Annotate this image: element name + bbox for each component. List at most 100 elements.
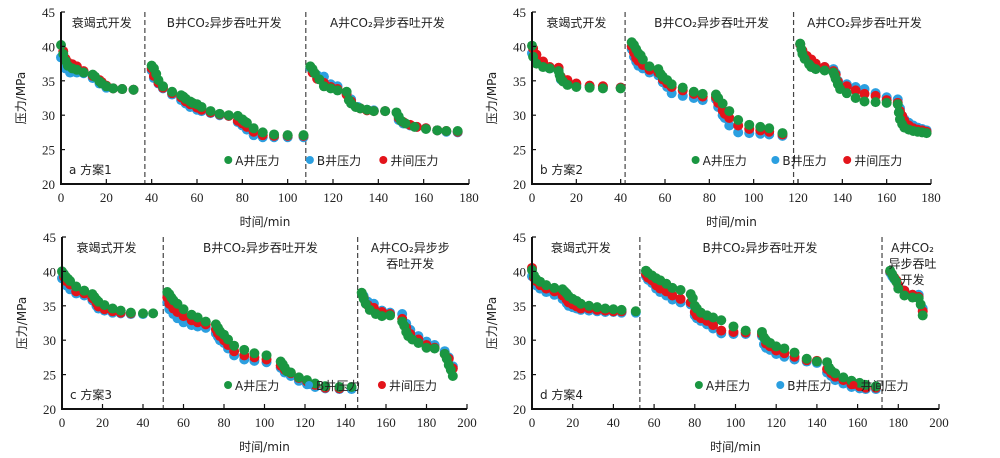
x-tick-label: 180	[459, 190, 479, 205]
x-tick-label: 0	[58, 190, 65, 205]
legend-marker-A	[694, 381, 703, 389]
data-point	[178, 304, 189, 315]
data-point	[79, 285, 90, 296]
legend-label: B井压力	[316, 379, 360, 393]
legend-marker-B	[776, 381, 785, 389]
data-point	[860, 379, 871, 390]
legend-label: 井间压力	[389, 379, 437, 393]
legend-marker-A	[691, 156, 700, 164]
legend-marker-B	[771, 156, 780, 164]
phase-label: B井CO₂异步吞吐开发	[167, 15, 282, 30]
data-point	[452, 126, 463, 137]
y-tick-label: 40	[42, 39, 55, 54]
series-B	[57, 273, 458, 395]
x-tick-label: 40	[145, 190, 158, 205]
data-point	[899, 290, 910, 301]
legend-label: A井压力	[235, 154, 279, 168]
y-tick-label: 45	[513, 230, 526, 245]
x-tick-label: 20	[100, 190, 113, 205]
legend-label: 井间压力	[390, 154, 438, 168]
data-point	[859, 88, 870, 99]
series-M	[59, 271, 458, 394]
phase-label: B井CO₂异步吞吐开发	[654, 15, 769, 30]
y-tick-label: 20	[513, 402, 526, 417]
phase-label: 衰竭式开发	[72, 15, 132, 30]
x-tick-label: 200	[929, 415, 949, 430]
data-point	[239, 344, 250, 355]
data-point	[257, 127, 268, 138]
data-point	[687, 293, 698, 304]
y-axis-title: 压力/MPa	[14, 72, 28, 124]
series-B	[527, 267, 928, 395]
data-point	[592, 302, 603, 313]
x-tick-label: 40	[614, 190, 627, 205]
data-point	[789, 347, 800, 358]
data-point	[285, 367, 296, 378]
data-point	[282, 130, 293, 141]
x-tick-label: 140	[336, 415, 356, 430]
phase-label: A井CO₂异步步	[371, 241, 450, 255]
data-point	[850, 93, 861, 103]
data-point	[346, 381, 357, 392]
data-point	[779, 343, 790, 354]
data-point	[744, 119, 755, 130]
data-point	[107, 303, 118, 314]
data-point	[413, 337, 424, 348]
y-tick-label: 30	[42, 108, 55, 123]
data-point	[441, 126, 452, 137]
legend-marker-A	[224, 381, 233, 389]
data-point	[830, 368, 841, 379]
data-point	[298, 130, 309, 141]
x-tick-label: 80	[218, 415, 231, 430]
data-point	[717, 98, 728, 109]
data-point	[870, 97, 881, 108]
data-point	[409, 121, 420, 132]
x-tick-label: 20	[96, 415, 109, 430]
panel-label: a 方案1	[69, 162, 112, 177]
data-point	[771, 341, 782, 352]
legend-label: A井压力	[235, 379, 279, 393]
data-point	[261, 350, 272, 361]
data-point	[71, 281, 82, 292]
data-point	[223, 110, 234, 121]
x-tick-label: 40	[607, 415, 620, 430]
legend-label: B井压力	[787, 379, 831, 393]
legend-marker-B	[305, 156, 314, 164]
y-axis-title: 压力/MPa	[15, 297, 29, 349]
legend-marker-A	[224, 156, 233, 164]
data-point	[99, 300, 110, 311]
data-point	[78, 67, 89, 78]
legend-label: 井间压力	[854, 154, 902, 168]
x-tick-label: 100	[744, 190, 764, 205]
y-tick-label: 30	[513, 333, 526, 348]
x-tick-label: 200	[457, 415, 477, 430]
data-point	[811, 356, 822, 367]
y-tick-label: 25	[42, 143, 55, 158]
x-tick-label: 0	[529, 415, 536, 430]
data-point	[400, 118, 411, 129]
data-point	[616, 304, 627, 315]
data-point	[667, 282, 678, 293]
data-point	[708, 312, 719, 323]
data-point	[801, 353, 812, 364]
data-point	[248, 123, 259, 134]
y-tick-label: 30	[43, 333, 56, 348]
x-tick-label: 0	[59, 415, 66, 430]
x-axis-title: 时间/min	[706, 215, 757, 229]
data-point	[293, 372, 304, 383]
x-tick-label: 120	[788, 190, 808, 205]
x-tick-label: 140	[833, 190, 853, 205]
x-tick-label: 100	[255, 415, 275, 430]
data-point	[637, 54, 648, 65]
data-point	[870, 381, 881, 392]
data-point	[334, 381, 345, 392]
data-point	[915, 299, 926, 310]
legend-label: A井压力	[703, 154, 747, 168]
data-point	[108, 83, 119, 94]
x-tick-label: 80	[688, 415, 701, 430]
data-point	[167, 86, 178, 97]
phase-label: A井CO₂异步吞吐开发	[330, 15, 445, 30]
data-point	[608, 304, 619, 315]
data-point	[733, 115, 744, 126]
